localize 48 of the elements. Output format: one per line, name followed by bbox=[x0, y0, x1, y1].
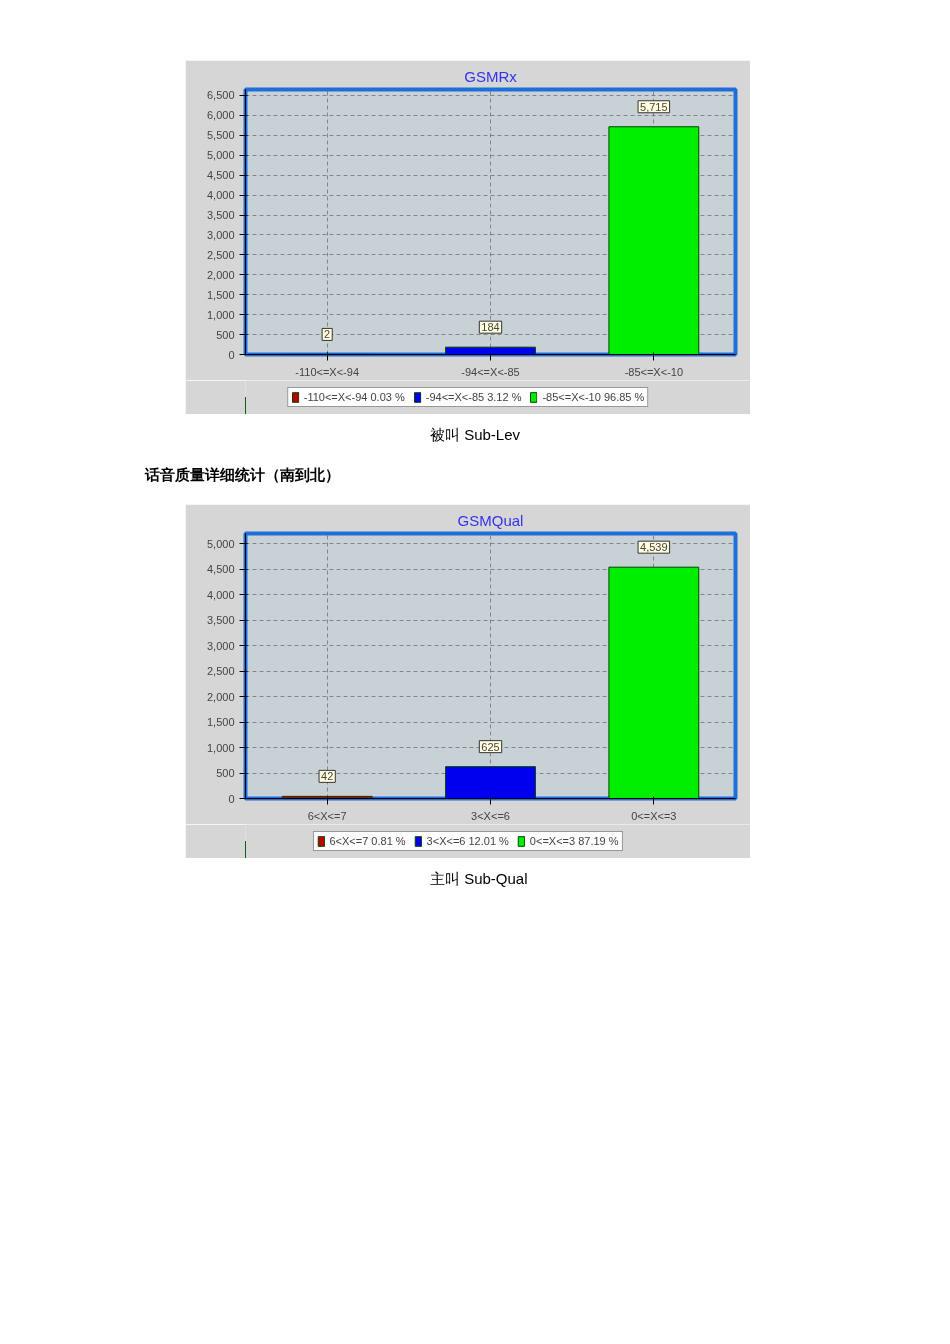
x-tick-label: 0<=X<=3 bbox=[631, 809, 677, 822]
y-tick-label: 3,500 bbox=[206, 614, 235, 627]
text: 被叫 Sub-Lev bbox=[430, 425, 521, 445]
y-tick-label: 500 bbox=[216, 767, 235, 780]
legend-label: -110<=X<-94 0.03 % bbox=[303, 391, 405, 403]
y-tick-label: 4,500 bbox=[206, 169, 235, 182]
text: 184 bbox=[481, 321, 500, 334]
legend-label: -94<=X<-85 3.12 % bbox=[425, 391, 522, 403]
y-tick-label: 5,000 bbox=[206, 149, 235, 162]
text: 2 bbox=[324, 328, 331, 341]
text: 话音质量详细统计（南到北） bbox=[145, 465, 340, 485]
y-tick-label: 4,000 bbox=[206, 588, 235, 601]
text: 42 bbox=[321, 770, 334, 783]
chart-title: GSMRx bbox=[464, 67, 518, 85]
legend-label: 0<=X<=3 87.19 % bbox=[529, 835, 619, 847]
y-tick-label: 5,500 bbox=[206, 129, 235, 142]
y-tick-label: 2,000 bbox=[206, 268, 235, 281]
y-tick-label: 3,000 bbox=[206, 228, 235, 241]
text: 4,539 bbox=[640, 541, 668, 554]
x-tick-label: 3<X<=6 bbox=[471, 809, 510, 822]
y-tick-label: 4,000 bbox=[206, 189, 235, 202]
y-tick-label: 2,500 bbox=[206, 248, 235, 261]
y-tick-label: 500 bbox=[216, 328, 235, 341]
y-tick-label: 6,500 bbox=[206, 89, 235, 102]
text: 主叫 Sub-Qual bbox=[430, 869, 528, 889]
legend-label: 6<X<=7 0.81 % bbox=[329, 835, 406, 847]
y-tick-label: 3,000 bbox=[206, 639, 235, 652]
y-tick-label: 1,500 bbox=[206, 716, 235, 729]
y-tick-label: 5,000 bbox=[206, 537, 235, 550]
x-tick-label: 6<X<=7 bbox=[307, 809, 347, 822]
y-tick-label: 0 bbox=[228, 792, 235, 805]
y-tick-label: 4,500 bbox=[206, 563, 235, 576]
text: 5,715 bbox=[640, 100, 668, 113]
y-tick-label: 1,500 bbox=[206, 288, 235, 301]
y-tick-label: 0 bbox=[228, 348, 235, 361]
x-tick-label: -85<=X<-10 bbox=[624, 365, 684, 378]
legend-label: 3<X<=6 12.01 % bbox=[426, 835, 509, 847]
y-tick-label: 6,000 bbox=[206, 109, 235, 122]
y-tick-label: 3,500 bbox=[206, 209, 235, 222]
legend-label: -85<=X<-10 96.85 % bbox=[542, 391, 645, 403]
y-tick-label: 2,000 bbox=[206, 690, 235, 703]
x-tick-label: -110<=X<-94 bbox=[295, 365, 360, 378]
chart-title: GSMQual bbox=[457, 511, 524, 529]
x-tick-label: -94<=X<-85 bbox=[461, 365, 520, 378]
y-tick-label: 1,000 bbox=[206, 741, 235, 754]
y-tick-label: 1,000 bbox=[206, 308, 235, 321]
text: 625 bbox=[481, 740, 500, 753]
y-tick-label: 2,500 bbox=[206, 665, 235, 678]
